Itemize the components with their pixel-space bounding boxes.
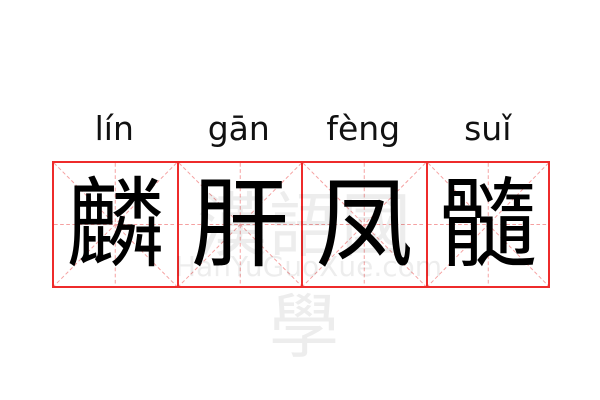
guide-lines	[303, 163, 426, 286]
guide-lines	[427, 163, 548, 286]
pinyin-row: lín gān fèng suǐ	[52, 104, 550, 154]
character-grid: 麟 肝 凤 髓	[52, 161, 550, 288]
grid-cell: 髓	[425, 161, 550, 288]
character-2: 肝	[190, 167, 289, 282]
character-1: 麟	[66, 167, 165, 282]
pinyin-2: gān	[207, 109, 270, 148]
grid-cell: 麟	[52, 161, 177, 288]
character-4: 髓	[438, 167, 537, 282]
pinyin-3: fèng	[326, 109, 401, 148]
grid-cell: 肝	[176, 161, 301, 288]
pinyin-4: suǐ	[464, 109, 512, 148]
guide-lines	[178, 163, 301, 286]
guide-lines	[54, 163, 177, 286]
character-3: 凤	[315, 167, 414, 282]
pinyin-1: lín	[94, 109, 134, 148]
grid-cell: 凤	[301, 161, 426, 288]
